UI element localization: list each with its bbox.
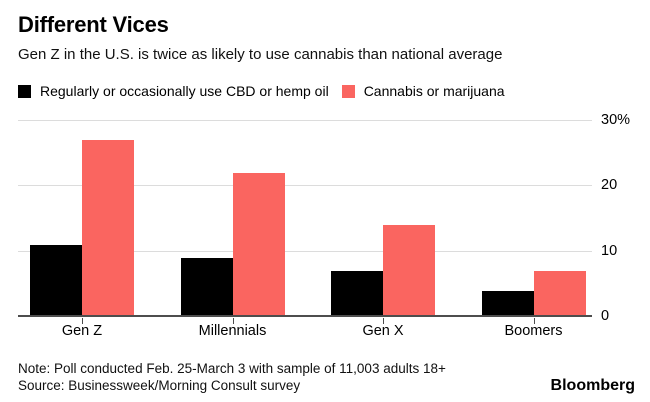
gridline-10 [18,250,592,252]
x-axis-label-gen-x: Gen X [362,323,404,339]
chart-footnotes: Note: Poll conducted Feb. 25-March 3 wit… [18,361,446,394]
chart-subtitle: Gen Z in the U.S. is twice as likely to … [18,46,503,63]
legend: Regularly or occasionally use CBD or hem… [18,83,505,99]
chart-note: Note: Poll conducted Feb. 25-March 3 wit… [18,361,446,376]
bar-gen-x-cannabis [383,225,435,317]
chart-source: Source: Businessweek/Morning Consult sur… [18,377,301,393]
x-axis-tick [383,318,384,324]
plot-area [18,110,592,317]
bar-millennials-cannabis [232,172,285,317]
y-axis-label-0: 0 [601,308,610,324]
bar-boomers-cbd [481,290,534,317]
legend-swatch-icon [18,84,31,98]
x-axis-label-gen-z: Gen Z [61,323,103,339]
legend-label: Regularly or occasionally use CBD or hem… [40,83,329,99]
bar-boomers-cannabis [533,271,586,317]
bar-gen-x-cbd [331,271,383,317]
x-axis-tick [533,318,535,324]
x-axis-label-millennials: Millennials [198,323,267,339]
bar-gen-z-cannabis [82,140,134,317]
bloomberg-logo: Bloomberg [550,377,635,394]
legend-item: Regularly or occasionally use CBD or hem… [18,83,329,99]
x-axis-line [18,315,592,317]
legend-swatch-icon [341,84,355,98]
chart-title: Different Vices [18,12,169,37]
gridline-30 [18,119,592,121]
y-axis-label-10: 10 [601,242,618,259]
bar-gen-z-cbd [30,244,82,317]
bar-millennials-cbd [180,258,233,317]
legend-item: Cannabis or marijuana [341,83,505,99]
x-axis-label-boomers: Boomers [504,323,563,339]
gridline-20 [18,185,592,186]
legend-label: Cannabis or marijuana [363,83,505,99]
y-axis-label-20: 20 [601,177,618,193]
y-axis-label-30: 30% [601,111,631,128]
x-axis-tick [232,318,234,324]
x-axis-tick [82,318,83,324]
